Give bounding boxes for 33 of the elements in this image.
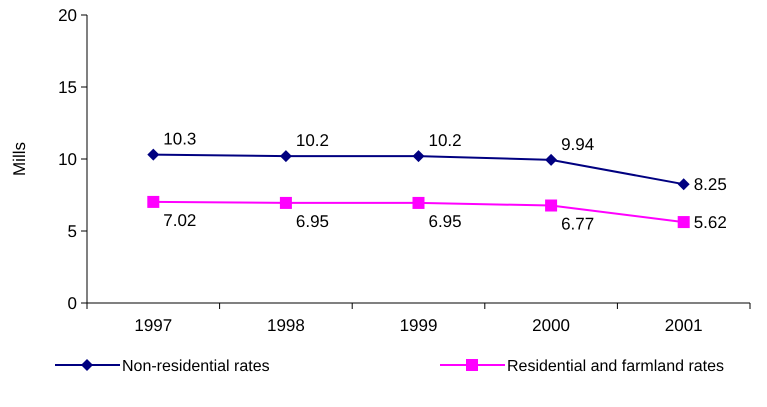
- legend-label: Residential and farmland rates: [507, 358, 724, 375]
- point: [147, 196, 160, 208]
- data-label: 10.3: [163, 130, 196, 149]
- data-label: 10.2: [296, 131, 329, 150]
- y-tick-label: 0: [68, 294, 77, 313]
- data-label: 6.95: [428, 212, 462, 231]
- x-tick-label: 1999: [400, 316, 438, 335]
- y-tick-label: 15: [58, 78, 77, 97]
- point: [412, 196, 424, 209]
- data-label: 5.62: [694, 213, 727, 232]
- data-label: 6.77: [561, 214, 594, 234]
- point: [678, 216, 690, 228]
- data-label: 9.94: [561, 134, 594, 154]
- y-tick-label: 5: [68, 222, 77, 241]
- y-axis-title: Mills: [10, 142, 29, 176]
- data-label: 8.25: [694, 175, 727, 194]
- x-tick-label: 2000: [532, 316, 570, 335]
- point: [678, 178, 690, 190]
- data-label: 7.02: [163, 210, 196, 230]
- y-tick-label: 10: [58, 150, 77, 169]
- point: [545, 200, 558, 212]
- y-tick-label: 20: [58, 6, 77, 25]
- point: [280, 196, 292, 209]
- point: [412, 150, 424, 162]
- x-tick-label: 1998: [266, 316, 305, 335]
- point: [147, 148, 160, 161]
- x-tick-label: 1997: [134, 316, 172, 335]
- point: [545, 154, 558, 166]
- x-tick-label: 2001: [664, 316, 703, 335]
- legend-label: Non-residential rates: [122, 358, 270, 375]
- point: [280, 150, 292, 162]
- data-label: 10.2: [428, 131, 462, 150]
- data-label: 6.95: [296, 212, 329, 231]
